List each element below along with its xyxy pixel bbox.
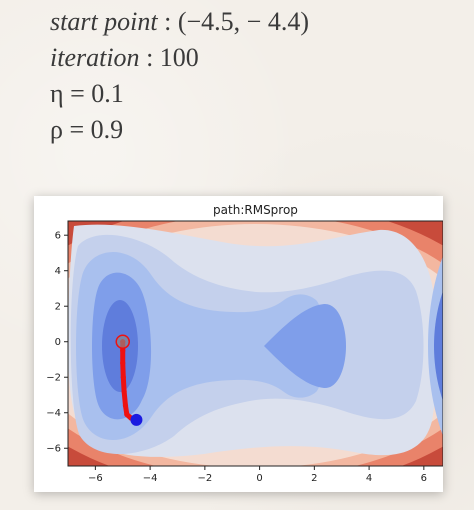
- learning-rate: η = 0.1: [50, 79, 124, 108]
- path-point: [120, 348, 126, 354]
- x-axis: −6 −4 −2 0 2 4 6: [88, 466, 427, 484]
- plot-frame: [67, 220, 443, 467]
- x-tick-label: 2: [311, 473, 317, 484]
- parameter-panel: start point : (−4.5, − 4.4) iteration : …: [50, 4, 309, 148]
- x-tick-label: −2: [197, 473, 212, 484]
- x-tick-label: −4: [143, 473, 158, 484]
- y-axis: −6 −4 −2 0 2 4 6: [46, 231, 68, 455]
- path-point: [124, 411, 130, 418]
- start-point-marker: [130, 413, 143, 426]
- start-point-line: start point : (−4.5, − 4.4): [50, 4, 309, 40]
- start-point-value: : (−4.5, − 4.4): [164, 7, 310, 36]
- y-tick-label: −6: [46, 444, 61, 455]
- path-point: [122, 403, 129, 409]
- contour-level-2-right: [264, 303, 346, 389]
- y-tick-label: −2: [46, 373, 61, 384]
- contour-edge-right-inner: [434, 291, 443, 401]
- chart-title: path:RMSprop: [213, 203, 298, 217]
- y-tick-label: 0: [55, 337, 61, 348]
- path-point: [120, 360, 126, 366]
- decay-rate: ρ = 0.9: [50, 115, 124, 144]
- start-point-label: start point: [50, 7, 158, 36]
- x-tick-label: −6: [88, 473, 103, 484]
- y-tick-label: 4: [55, 266, 61, 277]
- y-tick-label: 2: [55, 302, 61, 313]
- contour-chart: path:RMSprop −6 −4 −2 0 2 4 6 −6 −4 −2 0 2 4 6: [46, 203, 443, 484]
- x-tick-label: 4: [366, 473, 372, 484]
- plot-card: path:RMSprop −6 −4 −2 0 2 4 6 −6 −4 −2 0 2 4 6: [34, 196, 443, 492]
- y-tick-label: −4: [46, 408, 61, 419]
- path-point: [121, 388, 127, 395]
- x-tick-label: 6: [421, 473, 427, 484]
- y-tick-label: 6: [55, 231, 61, 242]
- iteration-line: iteration : 100: [50, 40, 309, 76]
- x-tick-label: 0: [256, 473, 262, 484]
- iteration-label: iteration: [50, 43, 140, 72]
- path-point: [120, 374, 126, 380]
- end-point-marker: [115, 334, 130, 349]
- iteration-value: : 100: [146, 43, 199, 72]
